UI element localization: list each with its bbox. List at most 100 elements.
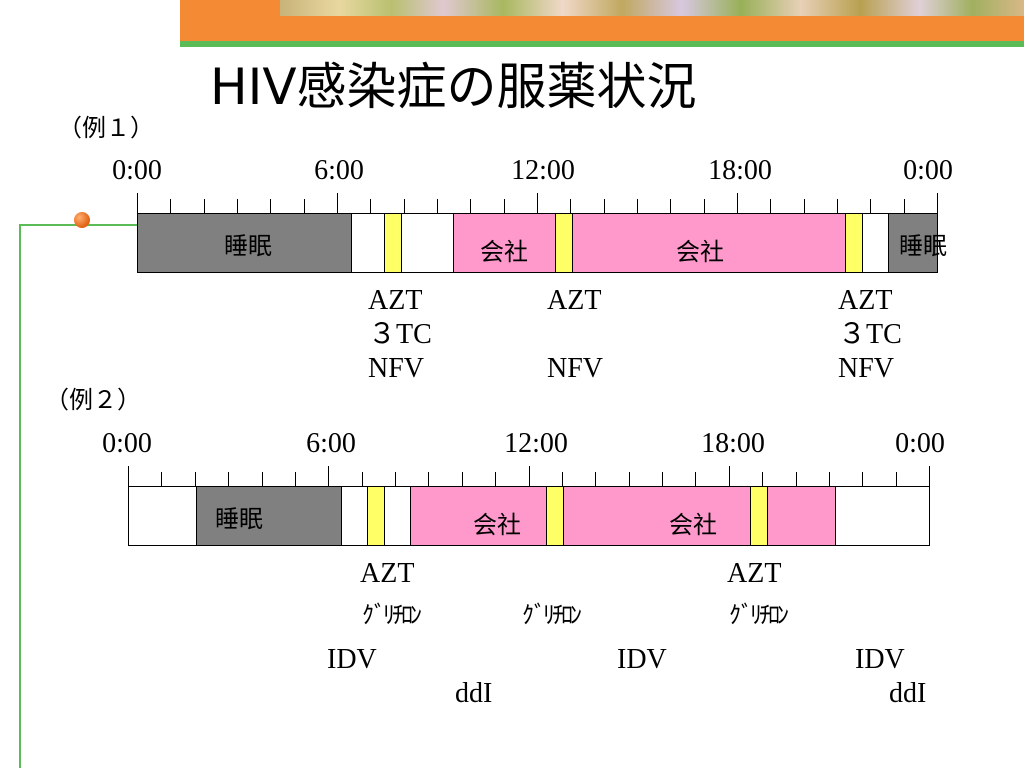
hour-tick	[495, 472, 496, 486]
hour-tick	[128, 466, 129, 486]
ex2-segment-sleep: 睡眠	[197, 487, 342, 545]
hour-tick	[637, 199, 638, 213]
hour-tick	[870, 199, 871, 213]
example-2-label: （例２）	[45, 386, 141, 414]
ex2-tick-marks	[128, 466, 930, 486]
ex1-drug: NFV	[547, 353, 604, 384]
ex2-segment-dose	[547, 487, 564, 545]
hour-tick	[404, 199, 405, 213]
example-1-label: （例１）	[58, 114, 154, 142]
hour-tick	[670, 199, 671, 213]
ex2-segment-free	[836, 487, 929, 545]
ex2-drug: ddI	[455, 678, 493, 709]
hour-tick	[604, 199, 605, 213]
bullet-dot-icon	[74, 212, 90, 228]
ex2-segment-label: 睡眠	[215, 505, 263, 533]
ex1-tick-label: 0:00	[903, 155, 953, 186]
ex2-segment-dose	[751, 487, 768, 545]
ex1-drug	[547, 318, 603, 352]
ex1-drug: NFV	[838, 353, 895, 384]
hour-tick	[729, 466, 730, 486]
hour-tick	[537, 193, 538, 213]
ex2-segment-dose	[368, 487, 385, 545]
ex1-segment-sleep: 睡眠	[889, 214, 947, 272]
ex1-drug-group: AZT ３TC NFV	[838, 284, 902, 386]
ex1-segment-free	[352, 214, 385, 272]
hour-tick	[362, 472, 363, 486]
hour-tick	[304, 199, 305, 213]
ex2-segment-label: 会社	[473, 511, 521, 539]
ex1-drug: ３TC	[838, 319, 902, 350]
hour-tick	[470, 199, 471, 213]
hour-tick	[370, 199, 371, 213]
hour-tick	[804, 199, 805, 213]
ex1-segment-work: 会社	[573, 214, 846, 272]
hour-tick	[796, 472, 797, 486]
ex1-segment-dose	[846, 214, 863, 272]
hour-tick	[896, 472, 897, 486]
ex1-drug: AZT	[547, 285, 602, 316]
ex2-tick-label: 0:00	[102, 428, 152, 459]
hour-tick	[737, 193, 738, 213]
hour-tick	[562, 472, 563, 486]
hour-tick	[337, 193, 338, 213]
hour-tick	[237, 199, 238, 213]
ex2-timeline: 睡眠 会社 会社	[128, 486, 930, 546]
ex1-tick-label: 6:00	[314, 155, 364, 186]
ex2-drug: AZT	[360, 558, 415, 589]
ex2-drug: ｸﾞﾘﾁﾛﾝ	[362, 601, 422, 629]
hour-tick	[904, 199, 905, 213]
ex1-segment-label: 会社	[480, 238, 528, 266]
page-title: HIV感染症の服薬状況	[210, 58, 697, 116]
header-decorative-image	[280, 0, 1024, 16]
hour-tick	[837, 199, 838, 213]
hour-tick	[937, 193, 938, 213]
ex2-tick-label: 18:00	[701, 428, 765, 459]
hour-tick	[395, 472, 396, 486]
ex1-segment-sleep: 睡眠	[138, 214, 352, 272]
ex2-drug: AZT	[727, 558, 782, 589]
hour-tick	[929, 466, 930, 486]
ex1-segment-free	[402, 214, 454, 272]
hour-tick	[161, 472, 162, 486]
hour-tick	[270, 199, 271, 213]
hour-tick	[437, 199, 438, 213]
hour-tick	[195, 472, 196, 486]
ex1-segment-label: 会社	[676, 238, 724, 266]
ex2-segment-work	[768, 487, 836, 545]
header-accent-line	[180, 41, 1024, 47]
ex1-segment-dose	[385, 214, 402, 272]
ex1-tick-marks	[137, 193, 938, 213]
hour-tick	[262, 472, 263, 486]
ex1-drug: NFV	[368, 353, 425, 384]
ex2-segment-free	[129, 487, 197, 545]
hour-tick	[770, 199, 771, 213]
ex2-drug: ddI	[889, 678, 927, 709]
hour-tick	[295, 472, 296, 486]
hour-tick	[504, 199, 505, 213]
ex2-drug: IDV	[855, 644, 905, 675]
ex2-segment-work: 会社	[564, 487, 751, 545]
ex1-drug: AZT	[368, 285, 423, 316]
ex1-tick-label: 0:00	[112, 155, 162, 186]
ex1-segment-label: 睡眠	[224, 232, 272, 260]
hour-tick	[695, 472, 696, 486]
hour-tick	[762, 472, 763, 486]
ex1-segment-work: 会社	[454, 214, 556, 272]
ex2-segment-free	[342, 487, 368, 545]
ex1-timeline: 睡眠 会社 会社 睡眠	[137, 213, 947, 273]
ex2-drug: IDV	[327, 644, 377, 675]
ex1-drug: AZT	[838, 285, 893, 316]
hour-tick	[662, 472, 663, 486]
hour-tick	[228, 472, 229, 486]
ex1-segment-dose	[556, 214, 573, 272]
hour-tick	[570, 199, 571, 213]
ex2-drug: ｸﾞﾘﾁﾛﾝ	[729, 601, 789, 629]
header-accent-bar	[180, 0, 1024, 47]
ex1-drug: ３TC	[368, 319, 432, 350]
hour-tick	[170, 199, 171, 213]
hour-tick	[137, 193, 138, 213]
hour-tick	[204, 199, 205, 213]
ex2-segment-free	[385, 487, 411, 545]
ex2-tick-label: 0:00	[895, 428, 945, 459]
